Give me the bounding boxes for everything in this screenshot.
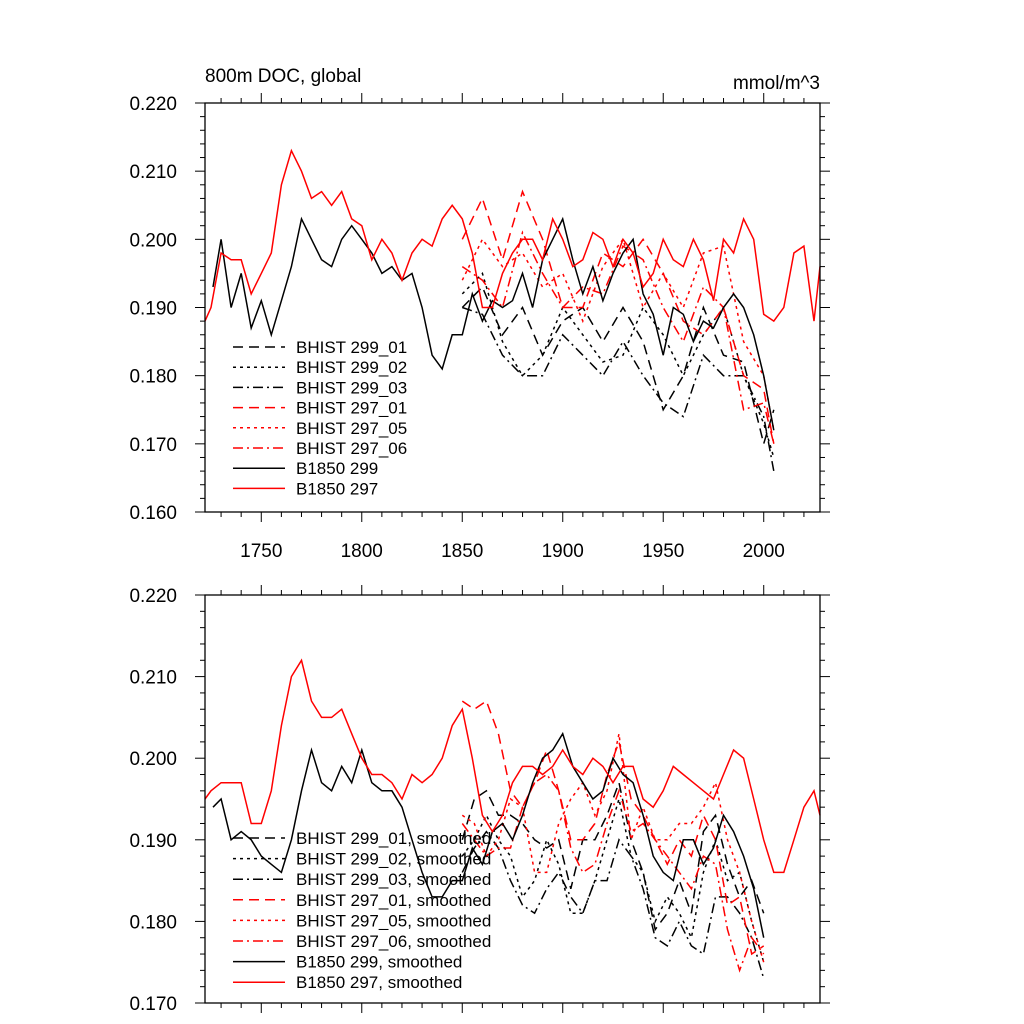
p2-legend-label: BHIST 297_01, smoothed: [296, 891, 491, 910]
p1-legend-label: BHIST 299_03: [296, 378, 407, 397]
p1-y-tick-label: 0.200: [129, 230, 177, 251]
p2-series-line-4: [461, 699, 765, 956]
p1-y-tick-label: 0.170: [129, 435, 177, 456]
p1-legend-label: BHIST 297_06: [296, 439, 407, 458]
p2-y-tick-label: 0.200: [129, 749, 177, 770]
p1-x-tick-label: 1800: [341, 541, 383, 562]
bottom-panel: 0.170 0.180 0.190 0.200 0.210 0.220 BHIST 299_…: [129, 585, 830, 1015]
p2-legend-label: BHIST 299_02, smoothed: [296, 850, 491, 869]
p2-series-line-6: [461, 773, 765, 973]
p1-series-line-3: [462, 306, 775, 472]
p1-y-tick-label: 0.190: [129, 299, 177, 320]
p2-y-tick-label: 0.220: [129, 586, 177, 607]
p2-legend-label: B1850 297, smoothed: [296, 973, 462, 992]
p1-x-tick-label: 2000: [743, 541, 785, 562]
p2-legend-label: BHIST 299_01, smoothed: [296, 829, 491, 848]
p1-x-tick-label: 1950: [642, 541, 684, 562]
p1-series-line-2: [461, 271, 775, 458]
p2-series-line-3: [461, 830, 765, 979]
p1-y-tick-label: 0.180: [129, 367, 177, 388]
top-panel: 0.160 0.170 0.180 0.190 0.200 0.210 0.220 1750 1…: [129, 66, 830, 562]
p2-y-tick-label: 0.210: [129, 668, 177, 689]
p1-x-tick-label: 1900: [542, 541, 584, 562]
p1-series-line-7: [212, 216, 775, 431]
p2-series-line-2: [461, 798, 765, 963]
p1-y-tick-label: 0.210: [129, 162, 177, 183]
p1-legend-label: BHIST 297_05: [296, 419, 407, 438]
p1-legend-label: B1850 299: [296, 459, 378, 478]
p2-legend-label: BHIST 297_05, smoothed: [296, 911, 491, 930]
p1-series-line-8: [204, 148, 821, 323]
p1-legend-label: BHIST 299_02: [296, 358, 407, 377]
p2-series-line-5: [461, 733, 765, 963]
p2-legend-label: B1850 299, smoothed: [296, 953, 462, 972]
p2-series-line-7: [212, 731, 765, 938]
p1-series-line-4: [461, 189, 775, 444]
p1-legend-label: BHIST 299_01: [296, 338, 407, 357]
p2-y-tick-label: 0.190: [129, 831, 177, 852]
p1-chart-title: 800m DOC, global: [205, 66, 361, 87]
p2-legend-label: BHIST 297_06, smoothed: [296, 932, 491, 951]
p1-series-line-1: [461, 285, 775, 447]
p2-y-tick-label: 0.180: [129, 912, 177, 933]
p1-series-line-6: [461, 230, 775, 444]
p2-series-line-1: [461, 780, 765, 932]
p2-series-line-8: [204, 658, 821, 874]
p1-legend-label: BHIST 297_01: [296, 399, 407, 418]
p2-plot-frame: [204, 594, 821, 1004]
p2-y-tick-label: 0.170: [129, 994, 177, 1015]
p1-legend-label: B1850 297: [296, 479, 378, 498]
p2-legend-label: BHIST 299_03, smoothed: [296, 870, 491, 889]
p1-x-tick-label: 1850: [441, 541, 483, 562]
p1-units-label: mmol/m^3: [733, 73, 820, 94]
p1-series-line-5: [461, 237, 775, 431]
p1-y-tick-label: 0.220: [129, 94, 177, 115]
p1-y-tick-label: 0.160: [129, 503, 177, 524]
p1-x-tick-label: 1750: [240, 541, 282, 562]
